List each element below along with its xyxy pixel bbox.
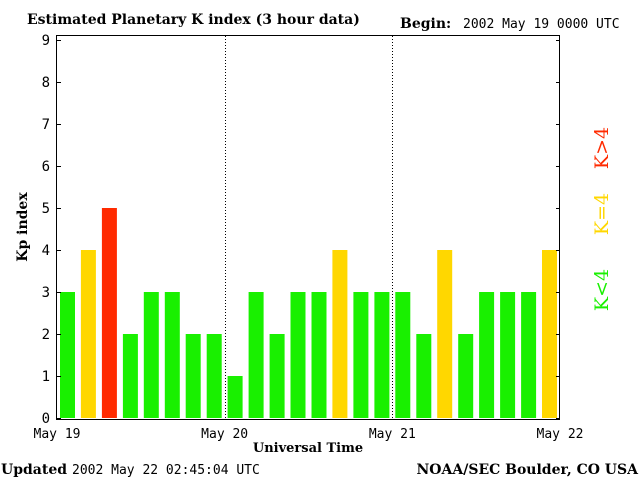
y-tick-label: 1 — [42, 369, 50, 385]
kp-bar — [269, 334, 285, 418]
kp-bar — [542, 250, 557, 418]
y-tick-label: 8 — [42, 75, 50, 91]
x-tick-label: May 19 — [34, 427, 81, 442]
kp-bar — [458, 334, 474, 418]
kp-bar — [479, 292, 495, 418]
kp-bar — [227, 376, 243, 418]
legend-k-low: K<4 — [591, 269, 613, 311]
kp-bar — [416, 334, 432, 418]
kp-bar — [122, 334, 138, 418]
y-tick-label: 7 — [42, 117, 50, 133]
begin-value: 2002 May 19 0000 UTC — [463, 17, 620, 32]
y-tick-label: 4 — [42, 243, 50, 259]
y-tick-label: 2 — [42, 327, 50, 343]
plot-frame — [56, 35, 560, 420]
kp-bar — [353, 292, 369, 418]
begin-label: Begin: — [400, 16, 451, 32]
kp-bar — [395, 292, 411, 418]
chart-title: Estimated Planetary K index (3 hour data… — [27, 12, 360, 28]
x-axis-label: Universal Time — [253, 441, 363, 456]
kp-bar — [374, 292, 390, 418]
legend-k-high: K>4 — [591, 127, 613, 169]
kp-bar — [290, 292, 306, 418]
kp-bar — [60, 292, 75, 418]
x-tick-label: May 22 — [537, 427, 584, 442]
x-tick-label: May 20 — [201, 427, 248, 442]
kp-bar — [500, 292, 516, 418]
y-tick-label: 3 — [42, 285, 50, 301]
kp-bar — [311, 292, 327, 418]
kp-bar — [185, 334, 201, 418]
kp-bar — [437, 250, 453, 418]
y-tick-label: 9 — [42, 33, 50, 49]
updated-label: Updated — [1, 462, 67, 478]
kp-bar — [248, 292, 264, 418]
y-axis-label: Kp index — [15, 192, 31, 262]
y-tick-label: 0 — [42, 411, 50, 427]
x-tick-label: May 21 — [369, 427, 416, 442]
source-credit: NOAA/SEC Boulder, CO USA — [417, 462, 640, 478]
y-tick-label: 6 — [42, 159, 50, 175]
y-tick-label: 5 — [42, 201, 50, 217]
kp-bar — [206, 334, 222, 418]
kp-bar — [101, 208, 117, 418]
kp-bar — [164, 292, 180, 418]
kp-bar — [332, 250, 348, 418]
kp-bar — [521, 292, 537, 418]
legend-k-equal: K=4 — [591, 193, 613, 235]
updated-value: 2002 May 22 02:45:04 UTC — [72, 463, 260, 478]
kp-bar — [80, 250, 96, 418]
kp-bar — [143, 292, 159, 418]
